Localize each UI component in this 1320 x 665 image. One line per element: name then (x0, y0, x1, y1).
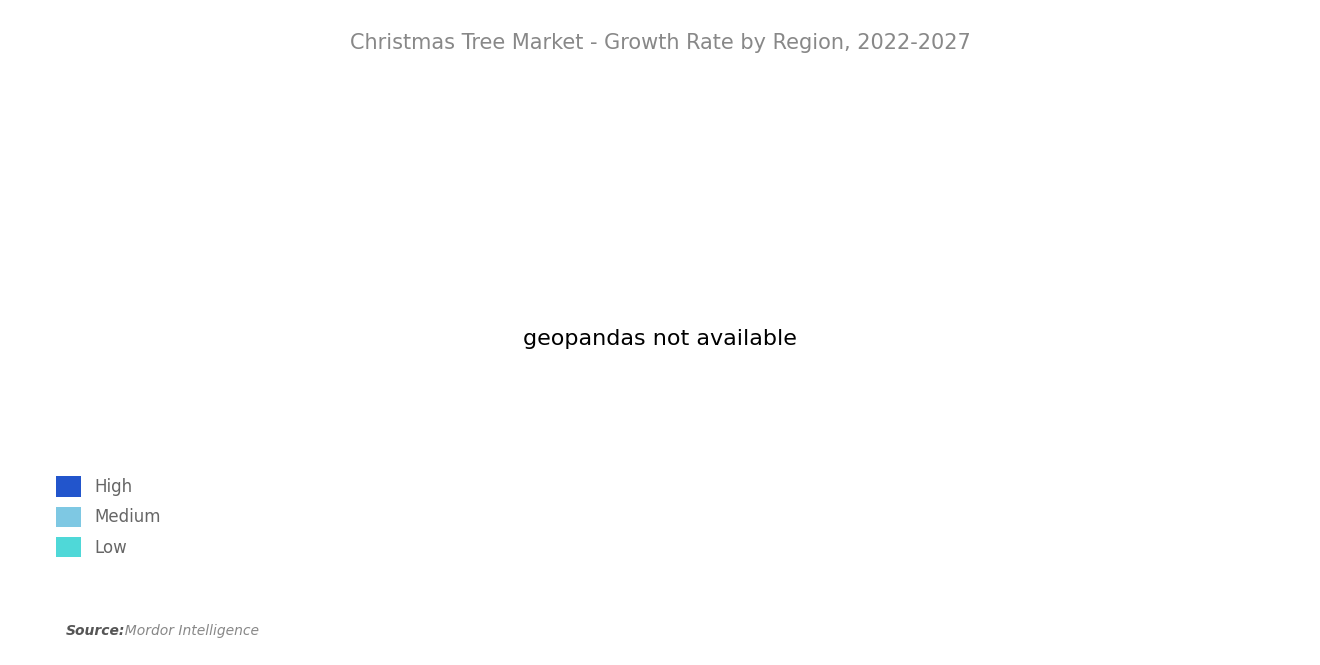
Text: Source:: Source: (66, 624, 125, 638)
Text: Christmas Tree Market - Growth Rate by Region, 2022-2027: Christmas Tree Market - Growth Rate by R… (350, 33, 970, 53)
Legend: High, Medium, Low: High, Medium, Low (49, 469, 168, 564)
Text: geopandas not available: geopandas not available (523, 329, 797, 349)
Text: Mordor Intelligence: Mordor Intelligence (116, 624, 259, 638)
